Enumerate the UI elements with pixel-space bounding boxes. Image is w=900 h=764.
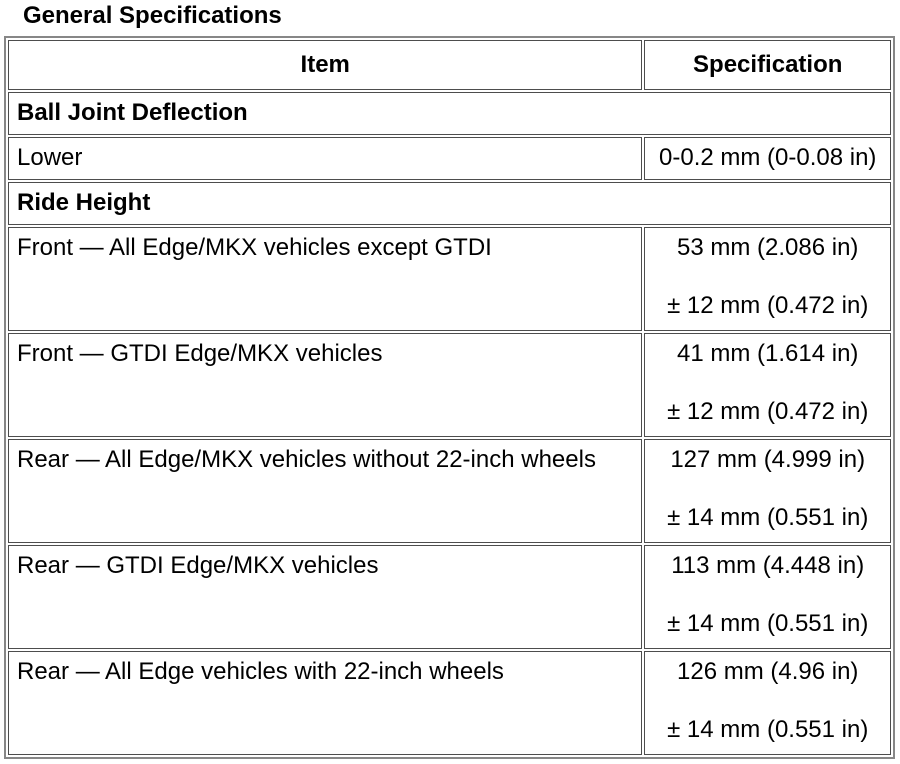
specification-cell: 113 mm (4.448 in) ± 14 mm (0.551 in)	[644, 545, 891, 649]
table-header-row: Item Specification	[8, 40, 891, 90]
table-row: Rear — GTDI Edge/MKX vehicles 113 mm (4.…	[8, 545, 891, 649]
specification-cell: 126 mm (4.96 in) ± 14 mm (0.551 in)	[644, 651, 891, 755]
item-cell: Rear — GTDI Edge/MKX vehicles	[8, 545, 643, 649]
table-section-row: Ride Height	[8, 182, 891, 225]
section-header-ball-joint-deflection: Ball Joint Deflection	[8, 92, 891, 135]
page-title: General Specifications	[23, 2, 282, 29]
table-row: Lower 0-0.2 mm (0-0.08 in)	[8, 137, 891, 180]
specification-cell: 53 mm (2.086 in) ± 12 mm (0.472 in)	[644, 227, 891, 331]
item-cell: Lower	[8, 137, 643, 180]
table-row: Rear — All Edge vehicles with 22-inch wh…	[8, 651, 891, 755]
section-header-ride-height: Ride Height	[8, 182, 891, 225]
item-cell: Rear — All Edge vehicles with 22-inch wh…	[8, 651, 643, 755]
specification-cell: 127 mm (4.999 in) ± 14 mm (0.551 in)	[644, 439, 891, 543]
general-specifications-table: Item Specification Ball Joint Deflection…	[4, 36, 895, 759]
column-header-specification: Specification	[644, 40, 891, 90]
table-row: Front — All Edge/MKX vehicles except GTD…	[8, 227, 891, 331]
table-row: Rear — All Edge/MKX vehicles without 22-…	[8, 439, 891, 543]
item-cell: Front — All Edge/MKX vehicles except GTD…	[8, 227, 643, 331]
specification-cell: 0-0.2 mm (0-0.08 in)	[644, 137, 891, 180]
specification-cell: 41 mm (1.614 in) ± 12 mm (0.472 in)	[644, 333, 891, 437]
table-row: Front — GTDI Edge/MKX vehicles 41 mm (1.…	[8, 333, 891, 437]
item-cell: Front — GTDI Edge/MKX vehicles	[8, 333, 643, 437]
item-cell: Rear — All Edge/MKX vehicles without 22-…	[8, 439, 643, 543]
column-header-item: Item	[8, 40, 643, 90]
table-section-row: Ball Joint Deflection	[8, 92, 891, 135]
